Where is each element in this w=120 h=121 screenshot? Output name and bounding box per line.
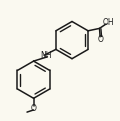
Text: OH: OH: [103, 18, 114, 27]
Text: NH: NH: [40, 51, 52, 60]
Text: O: O: [31, 104, 36, 113]
Text: O: O: [97, 35, 103, 44]
